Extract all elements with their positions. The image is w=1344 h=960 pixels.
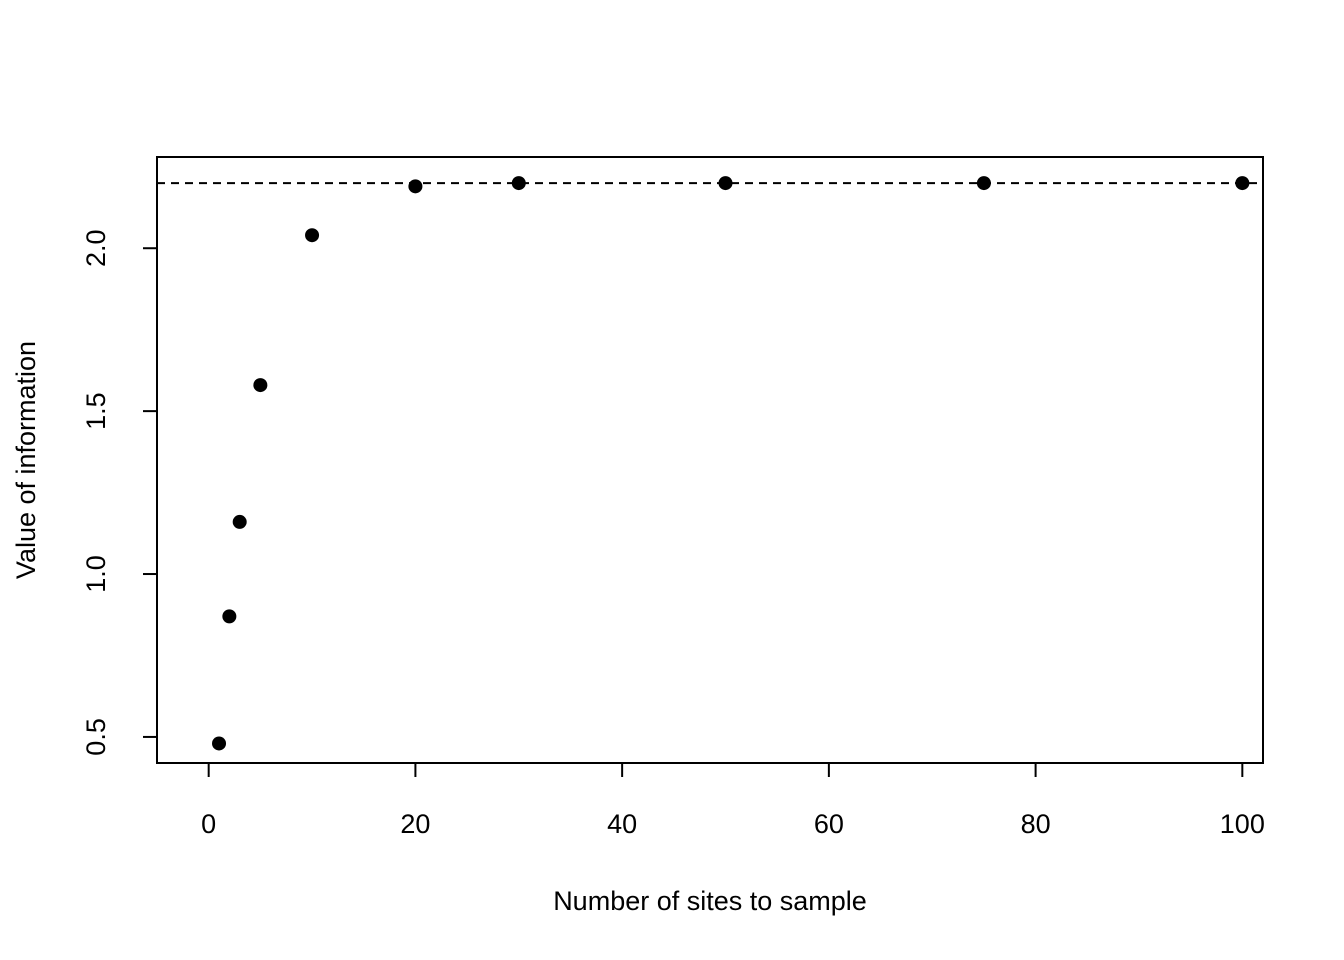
plot-frame (156, 156, 1264, 764)
data-point (212, 736, 227, 751)
x-axis: 0 20 40 60 80 100 (201, 762, 1265, 839)
y-axis-title: Value of information (11, 341, 41, 579)
data-point (408, 179, 423, 194)
y-tick-label: 1.5 (81, 392, 111, 430)
x-tick-label: 20 (400, 809, 430, 839)
y-tick-label: 2.0 (81, 229, 111, 267)
x-tick-label: 0 (201, 809, 216, 839)
data-point (1235, 176, 1250, 191)
data-point (222, 609, 237, 624)
x-tick-label: 40 (607, 809, 637, 839)
data-points (212, 176, 1250, 751)
data-point (305, 228, 320, 243)
data-point (511, 176, 526, 191)
y-tick-label: 0.5 (81, 718, 111, 756)
x-tick-label: 100 (1220, 809, 1265, 839)
data-point (976, 176, 991, 191)
y-tick-label: 1.0 (81, 555, 111, 593)
y-axis: 0.5 1.0 1.5 2.0 (81, 229, 158, 756)
data-point (253, 378, 268, 393)
x-axis-title: Number of sites to sample (553, 886, 867, 916)
data-point (718, 176, 733, 191)
x-tick-label: 60 (814, 809, 844, 839)
x-tick-label: 80 (1021, 809, 1051, 839)
data-point (232, 514, 247, 529)
